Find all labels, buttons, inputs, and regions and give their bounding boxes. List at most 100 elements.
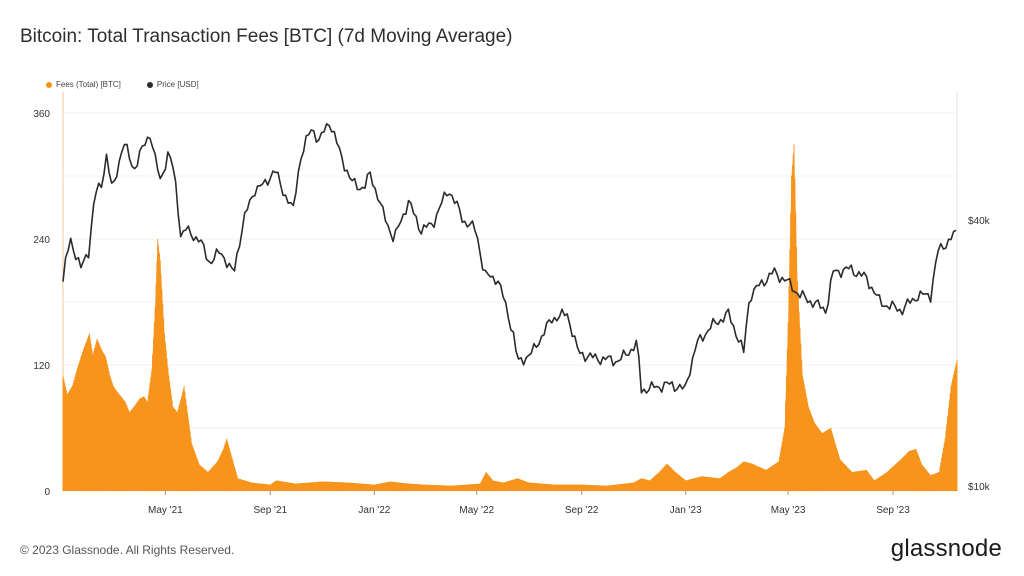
- fees-bar: [720, 477, 722, 491]
- fees-bar: [843, 464, 845, 491]
- fees-bar: [285, 482, 287, 491]
- fees-bar: [714, 477, 716, 491]
- fees-bar: [715, 478, 717, 491]
- fees-bar: [657, 472, 659, 491]
- fees-bar: [472, 484, 474, 491]
- fees-bar: [952, 378, 954, 491]
- fees-bar: [204, 469, 206, 491]
- fees-bar: [590, 485, 592, 491]
- fees-bar: [854, 471, 856, 491]
- fees-bar: [208, 471, 210, 491]
- fees-bar: [855, 471, 856, 491]
- fees-bar: [366, 484, 368, 491]
- fees-bar: [255, 483, 257, 491]
- fees-bar: [697, 477, 699, 491]
- fees-bar: [252, 482, 254, 491]
- y-right-tick-label: $10k: [968, 482, 991, 493]
- fees-bar: [746, 462, 748, 491]
- fees-bar: [239, 479, 241, 491]
- fees-bar: [100, 347, 101, 491]
- fees-bar: [513, 479, 515, 491]
- fees-bar: [65, 386, 67, 491]
- fees-bar: [496, 481, 498, 491]
- fees-bar: [879, 476, 881, 491]
- fees-bar: [561, 484, 563, 491]
- fees-bar: [912, 450, 914, 491]
- fees-bar: [448, 485, 450, 491]
- legend-fees-marker: [46, 81, 52, 88]
- fees-bar: [290, 482, 292, 491]
- fees-bar: [736, 467, 738, 491]
- fees-bar: [112, 383, 113, 491]
- fees-bar: [330, 481, 332, 491]
- fees-bar: [205, 470, 207, 491]
- fees-bar: [162, 304, 164, 491]
- fees-bar: [756, 466, 758, 491]
- fees-bar: [636, 480, 638, 491]
- fees-bar: [385, 482, 387, 491]
- fees-bar: [379, 483, 380, 491]
- fees-bar: [360, 483, 362, 491]
- fees-bar: [469, 484, 471, 491]
- fees-bar: [566, 484, 568, 491]
- fees-bar: [524, 481, 525, 491]
- fees-bar: [85, 342, 87, 491]
- fees-bar: [792, 155, 794, 491]
- fees-bar: [211, 467, 213, 491]
- fees-bar: [678, 474, 680, 491]
- fees-bar: [743, 461, 745, 491]
- fees-bar: [289, 482, 291, 491]
- fees-bar: [626, 483, 628, 491]
- fees-bar: [734, 468, 736, 491]
- legend-item-price[interactable]: Price [USD]: [146, 80, 199, 89]
- fees-bar: [315, 482, 316, 491]
- fees-bar: [350, 482, 352, 491]
- fees-bar: [846, 466, 848, 491]
- fees-bar: [323, 481, 325, 491]
- fees-bar: [733, 468, 735, 491]
- fees-bar: [506, 481, 508, 491]
- y-right-tick-label: $40k: [968, 216, 991, 227]
- fees-bar: [498, 481, 500, 491]
- fees-bar: [903, 456, 905, 491]
- fees-bar: [217, 459, 219, 491]
- fees-bar: [495, 481, 497, 491]
- fees-bar: [432, 485, 434, 491]
- fees-bar: [904, 455, 906, 491]
- fees-bar: [475, 484, 477, 491]
- fees-bar: [801, 359, 803, 492]
- fees-bar: [689, 479, 691, 491]
- fees-bar: [552, 484, 554, 491]
- fees-bar: [332, 482, 334, 491]
- fees-bar: [528, 482, 530, 491]
- fees-bar: [670, 467, 672, 491]
- fees-bar: [480, 482, 482, 491]
- fees-bar: [379, 483, 381, 491]
- fees-bar: [448, 485, 450, 491]
- fees-bar: [265, 484, 267, 491]
- fees-bar: [780, 447, 782, 491]
- x-tick-label: Jan '22: [358, 505, 390, 516]
- fees-bar: [739, 464, 741, 491]
- fees-bar: [738, 465, 740, 491]
- fees-bar: [921, 464, 923, 492]
- fees-bar: [900, 459, 902, 491]
- fees-bar: [128, 410, 130, 491]
- fees-bar: [719, 478, 721, 491]
- fees-bar: [105, 356, 107, 491]
- fees-bar: [520, 479, 522, 491]
- fees-bar: [140, 398, 142, 491]
- fees-bar: [774, 463, 776, 491]
- fees-bar: [245, 481, 247, 491]
- fees-bar: [430, 484, 432, 491]
- fees-bar: [144, 397, 146, 491]
- fees-bar: [556, 484, 558, 491]
- legend-item-fees[interactable]: Fees (Total) [BTC]: [46, 80, 121, 89]
- fees-bar: [305, 482, 307, 491]
- fees-bar: [763, 469, 765, 491]
- fees-bar: [153, 323, 155, 491]
- fees-bar: [849, 469, 850, 491]
- fees-bar: [599, 485, 601, 491]
- fees-bar: [871, 477, 873, 491]
